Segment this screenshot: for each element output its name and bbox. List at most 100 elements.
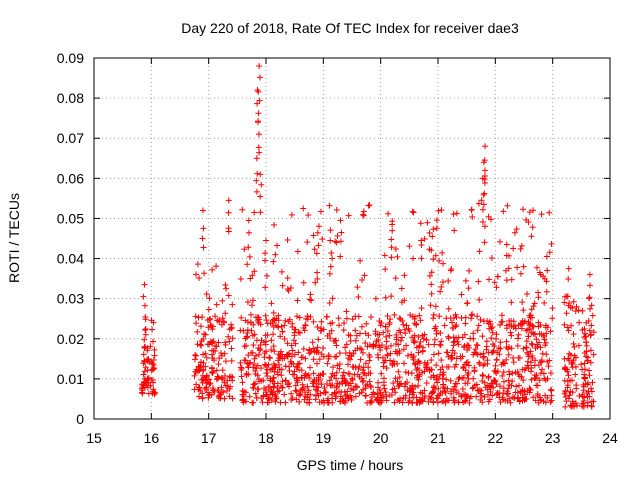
data-point — [310, 370, 317, 377]
data-point — [440, 369, 447, 376]
data-point — [197, 387, 204, 394]
data-point — [476, 296, 483, 303]
data-point — [289, 347, 296, 354]
data-point — [376, 331, 383, 338]
data-point — [432, 252, 439, 259]
data-point — [590, 329, 597, 336]
data-point — [502, 267, 509, 274]
data-point — [450, 394, 457, 401]
data-point — [331, 372, 338, 379]
data-point — [474, 313, 481, 320]
data-point — [218, 321, 225, 328]
data-point — [466, 395, 473, 402]
data-point — [500, 369, 507, 376]
data-point — [213, 376, 220, 383]
data-point — [450, 211, 457, 218]
data-point — [524, 290, 531, 297]
data-point — [320, 326, 327, 333]
data-point — [588, 388, 595, 395]
data-point — [513, 383, 520, 390]
data-point — [305, 387, 312, 394]
data-point — [429, 388, 436, 395]
data-point — [218, 384, 225, 391]
data-point — [430, 315, 437, 322]
data-point — [537, 344, 544, 351]
data-point — [527, 359, 534, 366]
data-point — [479, 218, 486, 225]
data-point — [249, 332, 256, 339]
data-point — [141, 336, 148, 343]
data-point — [337, 238, 344, 245]
data-point — [253, 188, 260, 195]
data-point — [286, 367, 293, 374]
data-point — [402, 330, 409, 337]
data-point — [275, 317, 282, 324]
data-point — [336, 361, 343, 368]
data-point — [427, 302, 434, 309]
data-point — [388, 293, 395, 300]
data-point — [513, 226, 520, 233]
data-point — [244, 299, 251, 306]
data-point — [465, 362, 472, 369]
data-point — [199, 379, 206, 386]
data-point — [255, 351, 262, 358]
data-point — [345, 212, 352, 219]
data-point — [256, 63, 263, 70]
data-point — [563, 398, 570, 405]
data-point — [480, 201, 487, 208]
data-point — [414, 358, 421, 365]
data-point — [142, 327, 149, 334]
data-point — [388, 236, 395, 243]
data-point — [458, 315, 465, 322]
data-point — [478, 387, 485, 394]
data-point — [389, 362, 396, 369]
data-point — [337, 253, 344, 260]
data-point — [335, 315, 342, 322]
data-point — [515, 371, 522, 378]
data-point — [445, 305, 452, 312]
data-point — [333, 384, 340, 391]
data-point — [481, 361, 488, 368]
data-point — [497, 339, 504, 346]
data-point — [503, 338, 510, 345]
data-point — [382, 266, 389, 273]
data-point — [205, 306, 212, 313]
data-point — [215, 361, 222, 368]
data-point — [307, 349, 314, 356]
data-points — [138, 63, 597, 410]
data-point — [380, 382, 387, 389]
data-point — [256, 378, 263, 385]
data-point — [383, 343, 390, 350]
data-point — [433, 225, 440, 232]
data-point — [210, 368, 217, 375]
data-point — [415, 382, 422, 389]
data-point — [254, 362, 261, 369]
data-point — [481, 223, 488, 230]
data-point — [324, 313, 331, 320]
data-point — [565, 372, 572, 379]
y-tick-label: 0.06 — [57, 170, 84, 186]
data-point — [222, 358, 229, 365]
data-point — [228, 345, 235, 352]
data-point — [485, 374, 492, 381]
data-point — [238, 314, 245, 321]
data-point — [465, 285, 472, 292]
x-tick-label: 16 — [144, 430, 160, 446]
data-point — [479, 175, 486, 182]
data-point — [384, 327, 391, 334]
data-point — [455, 376, 462, 383]
data-point — [523, 216, 530, 223]
plot-frame — [93, 57, 611, 420]
data-point — [410, 356, 417, 363]
data-point — [590, 398, 597, 405]
data-point — [378, 319, 385, 326]
data-point — [302, 322, 309, 329]
data-point — [576, 392, 583, 399]
data-point — [514, 389, 521, 396]
data-point — [272, 364, 279, 371]
data-point — [396, 374, 403, 381]
data-point — [282, 377, 289, 384]
data-point — [195, 314, 202, 321]
data-point — [328, 249, 335, 256]
data-point — [204, 379, 211, 386]
